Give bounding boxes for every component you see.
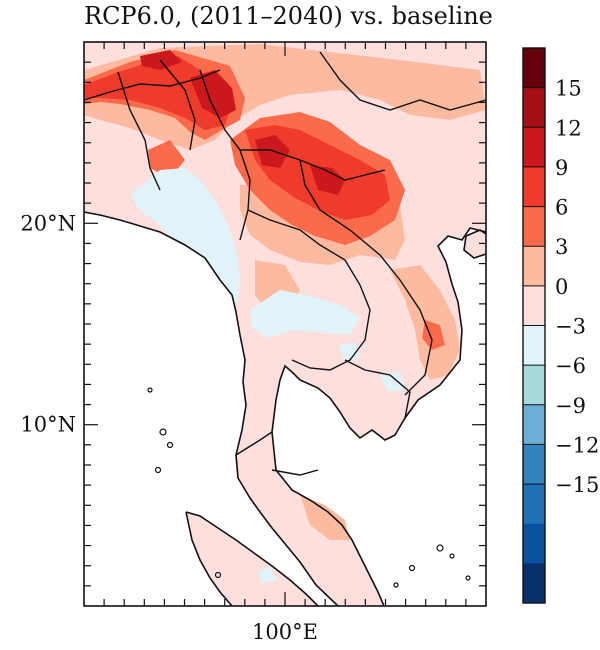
coastline-mainland xyxy=(84,211,339,606)
colorbar-label: 3 xyxy=(555,235,568,259)
colorbar-label: 9 xyxy=(555,156,568,180)
colorbar-label: −15 xyxy=(555,473,599,497)
land-sumatra xyxy=(186,512,318,606)
colorbar-bin xyxy=(523,563,545,604)
colorbar-label: −6 xyxy=(555,354,586,378)
coastline-sumatra xyxy=(185,511,319,606)
map-title: RCP6.0, (2011–2040) vs. baseline xyxy=(84,2,493,30)
colorbar-bin xyxy=(523,444,545,485)
colorbar-label: 6 xyxy=(555,196,568,220)
lat-tick-label: 10°N xyxy=(20,413,76,437)
colorbar-bin xyxy=(523,127,545,168)
colorbar-label: 15 xyxy=(555,77,582,101)
colorbar-label: −12 xyxy=(555,433,599,457)
sea-mask xyxy=(84,212,486,606)
colorbar-bin xyxy=(523,246,545,287)
coastline-gulf xyxy=(271,227,486,606)
colorbar: 15 12 9 6 3 0 −3 −6 −9 −12 −15 xyxy=(522,47,599,604)
islands xyxy=(147,387,471,588)
colorbar-label: 0 xyxy=(555,275,568,299)
coastline-hainan xyxy=(463,229,486,259)
colorbar-bin xyxy=(523,166,545,208)
colorbar-label: −9 xyxy=(555,394,586,418)
lat-tick-label: 20°N xyxy=(20,211,76,235)
colorbar-bin xyxy=(523,87,545,128)
colorbar-label: 12 xyxy=(555,116,582,140)
colorbar-bin xyxy=(523,285,545,326)
country-borders xyxy=(84,51,486,476)
colorbar-bin xyxy=(523,523,545,564)
colorbar-bin xyxy=(523,325,545,366)
lon-tick-label: 100°E xyxy=(252,620,318,644)
colorbar-bin xyxy=(523,404,545,445)
colorbar-label: −3 xyxy=(555,315,586,339)
axis-ticks: 20°N 10°N 100°E xyxy=(20,42,486,644)
anomaly-field xyxy=(84,42,486,606)
colorbar-bin xyxy=(523,484,545,525)
colorbar-bin xyxy=(523,48,545,89)
anomaly-12-15 xyxy=(140,50,345,195)
colorbar-bin xyxy=(523,206,545,247)
coastlines-and-borders xyxy=(84,51,486,606)
land-hainan xyxy=(464,230,486,258)
colorbar-bin xyxy=(523,365,545,406)
